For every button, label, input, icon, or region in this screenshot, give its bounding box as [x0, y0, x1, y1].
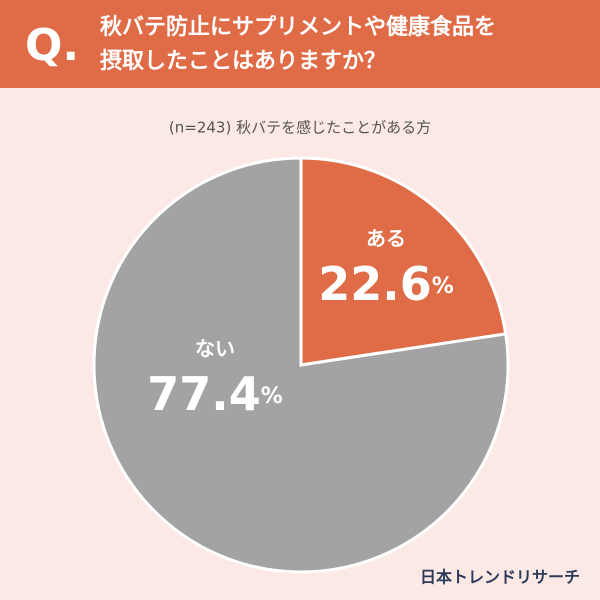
value-unit: %: [432, 274, 454, 299]
slice-label: ある: [366, 227, 406, 251]
title-line: 摂取したことはありますか？: [100, 48, 386, 74]
title-line: 秋バテ防止にサプリメントや健康食品を: [100, 14, 496, 40]
value-number: 77.4: [147, 367, 261, 421]
value-number: 22.6: [318, 257, 432, 311]
value-label: 22.6%: [318, 257, 454, 311]
value-label: 77.4%: [147, 367, 283, 421]
pie-slice: [92, 156, 510, 574]
slice-label: ない: [195, 337, 235, 361]
subtitle: (n=243) 秋バテを感じたことがある方: [169, 119, 431, 137]
header-band: [0, 0, 600, 88]
question-mark: Q.: [25, 20, 79, 71]
source: 日本トレンドリサーチ: [420, 568, 580, 587]
pie-slice: [299, 156, 508, 367]
value-unit: %: [261, 384, 283, 409]
